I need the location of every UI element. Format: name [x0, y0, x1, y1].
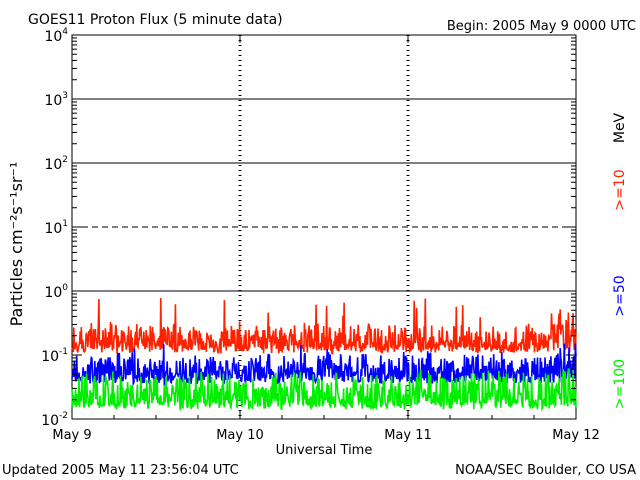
- x-tick-label: May 10: [216, 428, 264, 443]
- series-line: [71, 297, 577, 355]
- y-tick-label: 102: [44, 155, 68, 173]
- legend-label: >=100: [612, 359, 628, 409]
- series-layer: [71, 297, 577, 412]
- begin-label: Begin: 2005 May 9 0000 UTC: [447, 19, 636, 34]
- x-axis-label: Universal Time: [276, 443, 373, 458]
- y-tick-label: 104: [44, 27, 68, 45]
- x-tick-label: May 9: [52, 428, 91, 443]
- legend: >=10 >=50 >=100 MeV: [612, 112, 628, 409]
- updated-text: Updated 2005 May 11 23:56:04 UTC: [2, 463, 239, 478]
- series-line: [71, 368, 577, 412]
- x-tick-label: May 11: [384, 428, 432, 443]
- series-line: [71, 343, 577, 388]
- y-tick-label: 10-2: [41, 411, 68, 429]
- y-tick-label: 103: [44, 91, 68, 109]
- y-tick-label: 101: [44, 219, 68, 237]
- chart-title: GOES11 Proton Flux (5 minute data): [28, 12, 283, 28]
- y-axis-label: Particles cm⁻²s⁻¹sr⁻¹: [7, 162, 26, 327]
- legend-label: >=50: [612, 275, 628, 316]
- x-tick-label: May 12: [552, 428, 600, 443]
- y-tick-label: 100: [44, 283, 68, 301]
- x-axis-ticks: May 9 May 10 May 11 May 12: [52, 35, 600, 443]
- y-tick-label: 10-1: [41, 347, 68, 365]
- gridlines: [72, 35, 576, 419]
- legend-label: >=10: [612, 169, 628, 210]
- legend-unit: MeV: [612, 112, 628, 143]
- source-text: NOAA/SEC Boulder, CO USA: [455, 463, 636, 478]
